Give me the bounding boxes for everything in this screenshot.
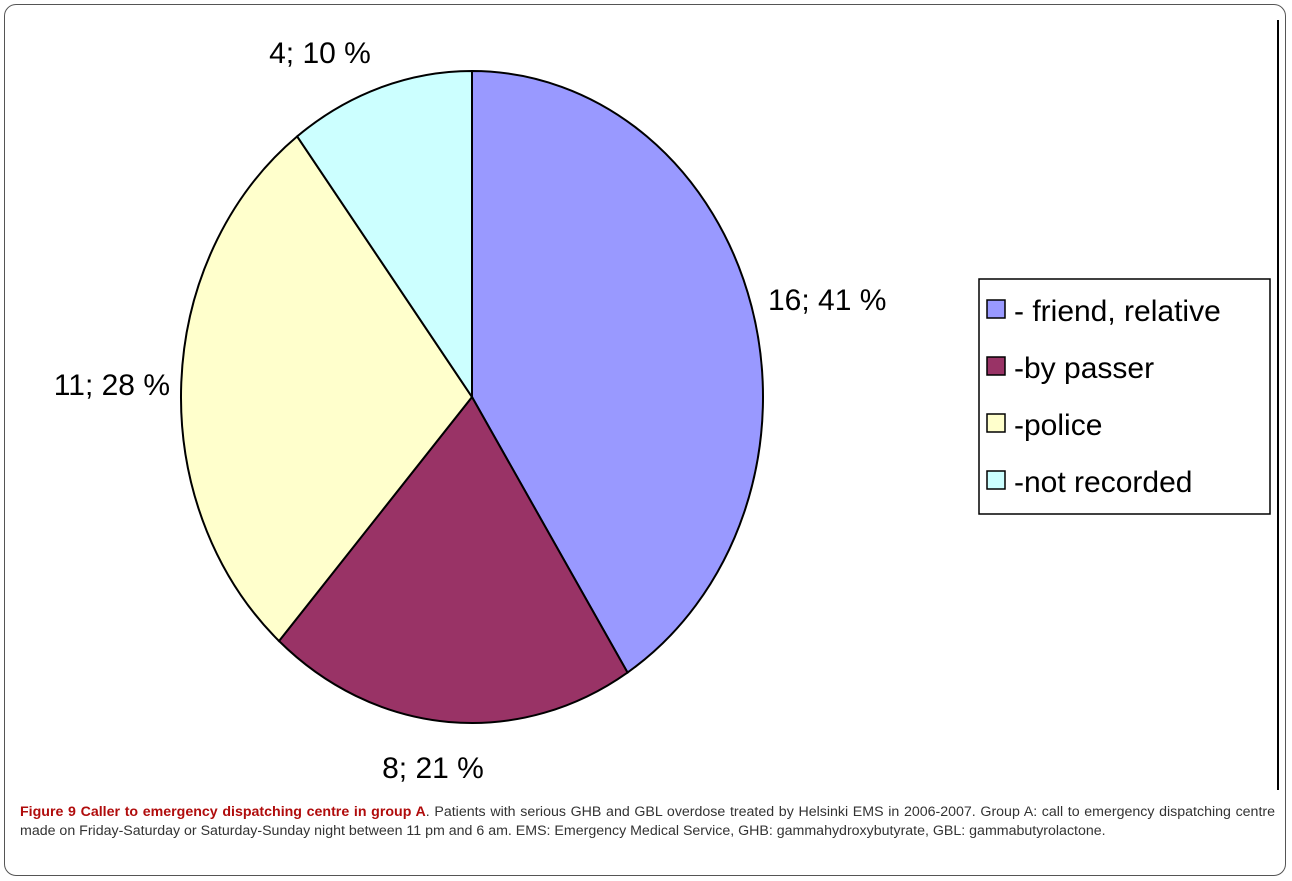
slice-data-label: 4; 10 % (269, 37, 371, 70)
pie-slice (471, 69, 764, 674)
pie-slice (295, 69, 473, 401)
figure-caption: Figure 9 Caller to emergency dispatching… (20, 803, 1275, 841)
slice-data-label: 8; 21 % (382, 752, 484, 785)
legend-swatch (986, 299, 1006, 319)
legend-box (978, 278, 1271, 515)
legend-label: - friend, relative (1014, 295, 1221, 328)
pie-slice (277, 395, 629, 724)
caption-title: Figure 9 Caller to emergency dispatching… (20, 804, 426, 820)
slice-data-label: 11; 28 % (54, 369, 170, 402)
slice-data-label: 16; 41 % (768, 284, 886, 317)
legend-label: -by passer (1014, 352, 1154, 385)
pie-slices (180, 69, 764, 724)
legend-swatch (986, 356, 1006, 376)
caption-text: . Patients with serious GHB and GBL over… (20, 804, 1276, 839)
pie-slice-labels: 16; 41 % 8; 21 % 11; 28 % 4; 10 % (54, 37, 887, 785)
legend: - friend, relative -by passer -police -not … (978, 278, 1271, 515)
figure-frame (4, 4, 1286, 876)
legend-label: -police (1014, 409, 1102, 442)
pie-chart: 16; 41 % 8; 21 % 11; 28 % 4; 10 % - friend,… (54, 20, 1279, 790)
legend-swatch (986, 413, 1006, 433)
pie-slice (180, 134, 474, 643)
legend-swatch (986, 470, 1006, 490)
legend-label: -not recorded (1014, 466, 1192, 499)
